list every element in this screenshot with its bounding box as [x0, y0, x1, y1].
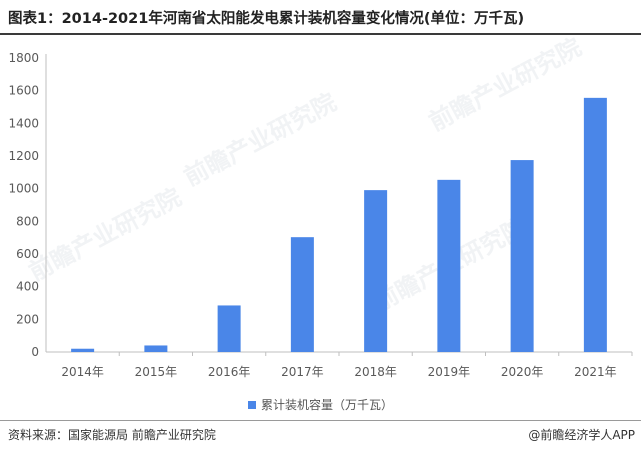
bar [437, 179, 461, 352]
y-tick-label: 1000 [8, 182, 39, 196]
title-divider [0, 33, 641, 35]
y-tick-label: 1800 [8, 51, 39, 65]
y-tick-label: 1400 [8, 116, 39, 130]
bar [144, 345, 168, 352]
bar [217, 305, 241, 352]
bar [510, 160, 534, 352]
bar [364, 190, 388, 352]
x-tick-label: 2014年 [61, 365, 104, 379]
y-tick-label: 200 [16, 312, 39, 326]
x-tick-label: 2015年 [135, 365, 178, 379]
x-tick-label: 2021年 [574, 365, 617, 379]
x-tick-label: 2018年 [354, 365, 397, 379]
source-note: 资料来源：国家能源局 前瞻产业研究院 [8, 428, 216, 442]
x-tick-label: 2016年 [208, 365, 251, 379]
y-tick-label: 1200 [8, 149, 39, 163]
footer-divider [0, 420, 641, 421]
legend: 累计装机容量（万千瓦） [0, 396, 641, 413]
bar [71, 348, 95, 352]
legend-swatch [247, 400, 256, 409]
y-tick-label: 600 [16, 247, 39, 261]
bar [583, 97, 607, 352]
legend-label: 累计装机容量（万千瓦） [260, 398, 393, 412]
bar [290, 237, 314, 352]
brand-credit: @前瞻经济学人APP [528, 428, 635, 442]
y-tick-label: 1600 [8, 84, 39, 98]
x-tick-label: 2020年 [501, 365, 544, 379]
x-tick-label: 2017年 [281, 365, 324, 379]
bar-chart: 0 200 400 600 800 1000 1200 1400 1600 1800 2014年 20… [8, 51, 633, 379]
y-tick-label: 0 [31, 345, 39, 359]
y-tick-label: 400 [16, 280, 39, 294]
chart-title: 图表1：2014-2021年河南省太阳能发电累计装机容量变化情况(单位：万千瓦) [8, 11, 525, 27]
y-tick-label: 800 [16, 214, 39, 228]
x-tick-label: 2019年 [428, 365, 471, 379]
